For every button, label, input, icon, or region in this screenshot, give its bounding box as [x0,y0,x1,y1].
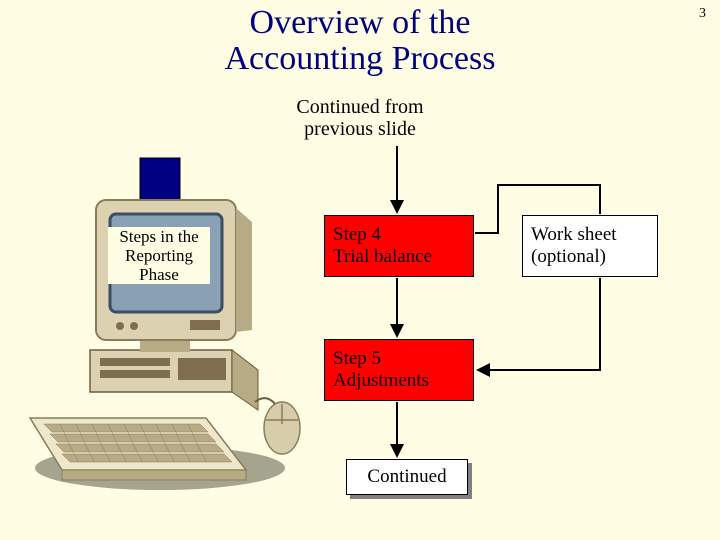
box-step5-line2: Adjustments [333,370,473,392]
arrow-step5-to-continued [390,402,404,458]
subtitle-line2: previous slide [0,118,720,141]
box-step5-line1: Step 5 [333,348,473,370]
box-continued: Continued [346,459,468,495]
arrow-step4-to-step5 [390,278,404,338]
keyboard-icon [30,418,246,480]
box-worksheet-line2: (optional) [531,246,657,268]
subtitle-line1: Continued from [0,96,720,119]
label-line3: Phase [108,265,210,284]
mouse-icon [255,398,300,454]
reporting-phase-label: Steps in the Reporting Phase [108,227,210,284]
box-step4-line1: Step 4 [333,224,473,246]
box-step4-line2: Trial balance [333,246,473,268]
box-step5: Step 5 Adjustments [324,339,474,401]
connector-worksheet-to-step5 [476,278,600,377]
slide-title-line1: Overview of the [0,4,720,42]
label-line2: Reporting [108,246,210,265]
slide-title-line2: Accounting Process [0,40,720,78]
label-line1: Steps in the [108,227,210,246]
box-continued-text: Continued [367,466,446,488]
arrow-subtitle-to-step4 [390,146,404,214]
box-step4: Step 4 Trial balance [324,215,474,277]
cpu-icon [90,350,258,410]
box-worksheet: Work sheet (optional) [522,215,658,277]
box-worksheet-line1: Work sheet [531,224,657,246]
